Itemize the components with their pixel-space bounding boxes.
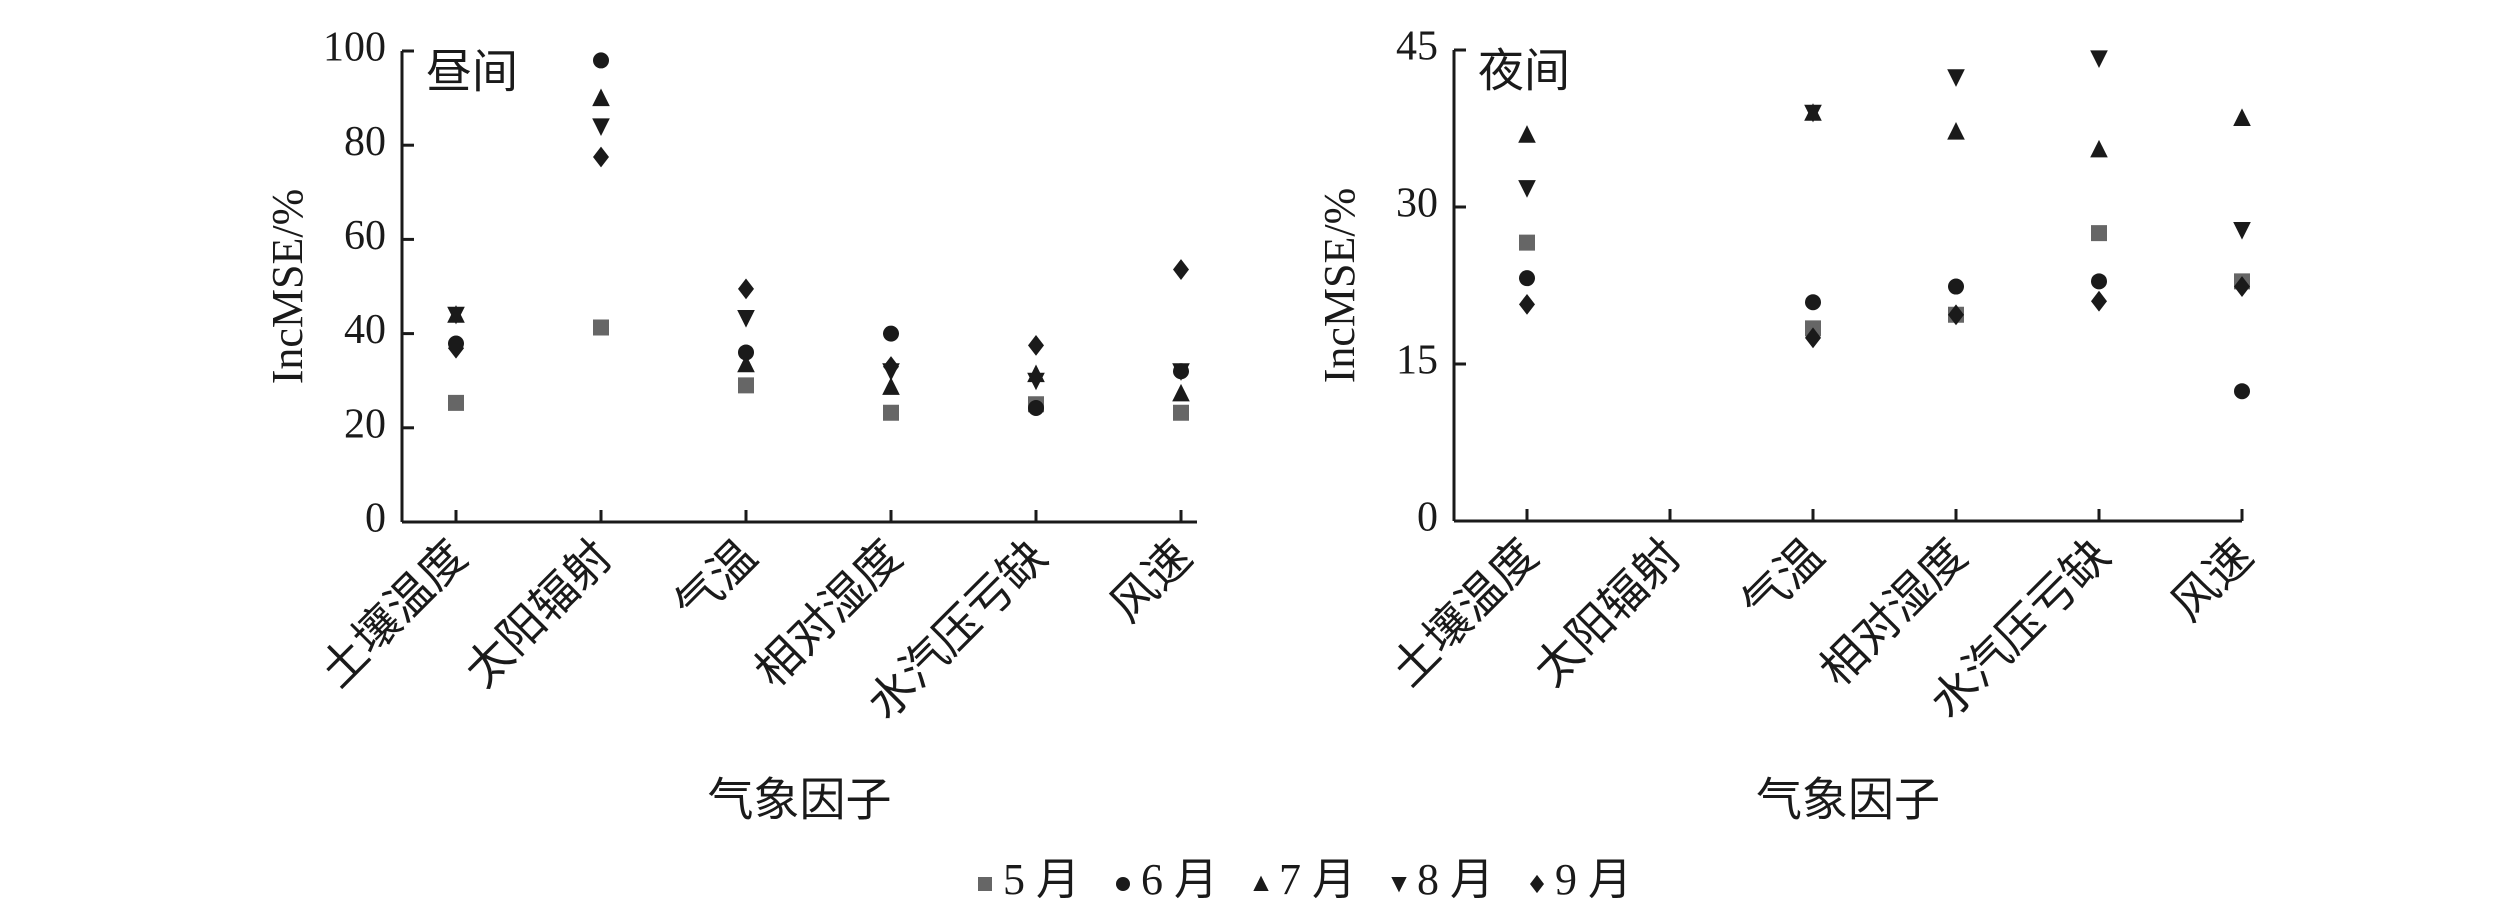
point [882, 377, 900, 395]
point [2091, 290, 2107, 312]
point [447, 306, 465, 325]
y-tick-label: 40 [344, 307, 386, 353]
point [738, 278, 754, 300]
point [737, 310, 755, 328]
y-tick-label: 15 [1396, 338, 1438, 384]
point [1027, 372, 1045, 391]
series [1519, 225, 2250, 337]
y-tick-label: 45 [1396, 24, 1438, 70]
point [883, 325, 899, 342]
y-axis-label: IncMSE/% [1315, 188, 1364, 384]
point [2091, 273, 2107, 290]
legend-label: 9 月 [1555, 855, 1632, 904]
point [2090, 139, 2108, 158]
x-tick-label: 风速 [1100, 530, 1201, 631]
series [1518, 50, 2251, 240]
x-tick-label: 太阳辐射 [455, 530, 621, 696]
point [883, 356, 899, 377]
point [1519, 234, 1535, 251]
point [1172, 383, 1190, 402]
panel-label: 夜间 [1478, 46, 1570, 97]
point [592, 88, 610, 107]
point [1519, 270, 1535, 287]
legend-marker [1530, 874, 1544, 894]
y-tick-label: 20 [344, 401, 386, 447]
legend-label: 8 月 [1417, 855, 1494, 904]
point [1805, 294, 1821, 311]
y-tick-label: 30 [1396, 181, 1438, 227]
series [1519, 270, 2250, 400]
point [1947, 122, 1965, 140]
point [737, 354, 755, 373]
series [448, 146, 1189, 377]
point [1948, 304, 1964, 326]
point [1172, 363, 1190, 381]
point [1947, 69, 1965, 87]
y-tick-label: 100 [323, 25, 386, 71]
point [2234, 383, 2250, 400]
x-tick-label: 土壤温度 [310, 530, 476, 696]
point [448, 337, 464, 359]
point [1805, 327, 1821, 349]
x-axis-label: 气象因子 [708, 775, 892, 826]
series [447, 118, 1190, 391]
x-tick-label: 太阳辐射 [1524, 529, 1690, 695]
point [2234, 276, 2250, 297]
point [2091, 225, 2107, 242]
point [1519, 293, 1535, 315]
point [593, 146, 609, 168]
point [738, 344, 754, 361]
x-axis-label: 气象因子 [1756, 775, 1940, 826]
series [1518, 103, 2251, 158]
series [448, 319, 1189, 421]
point [593, 52, 609, 69]
legend-marker [978, 877, 992, 891]
series [447, 88, 1190, 402]
legend-marker [1253, 875, 1269, 891]
legend-label: 6 月 [1141, 855, 1218, 904]
point [738, 377, 754, 394]
x-tick-label: 土壤温度 [1381, 529, 1547, 695]
y-tick-label: 0 [1417, 495, 1438, 541]
point [593, 319, 609, 336]
point [448, 394, 464, 411]
point [1028, 400, 1044, 417]
x-tick-label: 气温 [665, 530, 766, 631]
point [2233, 222, 2251, 240]
point [1173, 259, 1189, 280]
y-tick-label: 0 [365, 496, 386, 542]
point [2233, 108, 2251, 127]
panel-label: 昼间 [426, 47, 518, 98]
y-tick-label: 60 [344, 213, 386, 259]
x-tick-label: 气温 [1732, 529, 1833, 630]
point [1518, 125, 1536, 143]
y-tick-label: 80 [344, 119, 386, 165]
legend-marker [1116, 877, 1130, 891]
point [883, 404, 899, 421]
x-tick-label: 风速 [2161, 529, 2262, 630]
series [448, 52, 1189, 417]
point [1948, 278, 1964, 295]
legend-label: 5 月 [1003, 855, 1080, 904]
point [592, 118, 610, 136]
series [1519, 276, 2250, 349]
legend-marker [1391, 877, 1407, 893]
point [1804, 104, 1822, 123]
point [1518, 180, 1536, 198]
y-axis-label: IncMSE/% [263, 189, 312, 385]
legend-label: 7 月 [1279, 855, 1356, 904]
point [1028, 334, 1044, 356]
point [2090, 50, 2108, 68]
point [1173, 404, 1189, 421]
